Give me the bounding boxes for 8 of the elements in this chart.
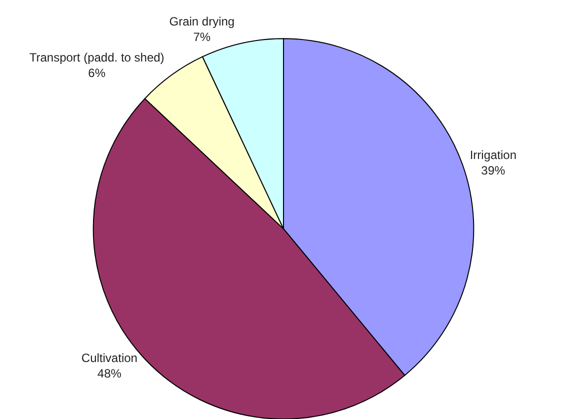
slice-label: Cultivation [81,351,138,366]
slice-label: Grain drying [169,14,235,28]
data-label: 7% [193,30,211,44]
data-label: 39% [481,163,506,178]
data-label: 6% [88,66,106,80]
data-label: 48% [97,366,122,381]
slice-label: Transport (padd. to shed) [29,50,164,64]
slice-label: Irrigation [470,148,517,162]
